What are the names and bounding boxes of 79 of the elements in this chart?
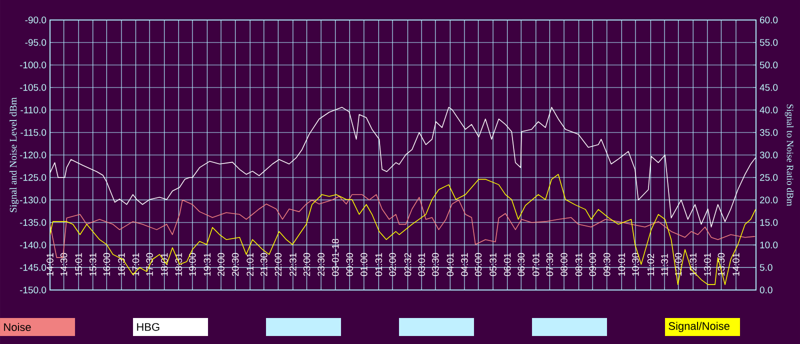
x-tick-label: 22:00 (274, 253, 282, 276)
x-tick-label: 12:31 (690, 253, 696, 276)
y2-tick-label: 50.0 (760, 62, 778, 68)
x-tick-label: 08:31 (575, 253, 582, 276)
x-tick-label: 02:32 (404, 253, 412, 276)
y-tick-label: -140.0 (20, 242, 46, 248)
y2-axis-title: Signal to Noise Ratio dBm (784, 104, 794, 206)
x-tick-label: 14:01 (46, 253, 54, 276)
x-tick-label: 05:31 (490, 253, 496, 276)
y2-tick-label: 45.0 (760, 84, 778, 91)
x-tick-label: 19:31 (204, 253, 211, 276)
x-tick-label: 22:31 (290, 253, 296, 276)
y-tick-label: -145.0 (20, 264, 46, 271)
y2-tick-label: 5.0 (760, 264, 772, 271)
y-tick-label: -130.0 (20, 196, 46, 204)
x-tick-label: 03:30 (432, 253, 439, 276)
x-tick-label: 18:31 (175, 253, 182, 276)
y2-tick-label: 55.0 (760, 39, 778, 46)
x-tick-label: 07:01 (532, 253, 540, 276)
x-tick-label: 10:30 (632, 253, 639, 276)
x-tick-label: 09:30 (604, 253, 610, 276)
x-tick-label: 06:01 (504, 253, 511, 276)
x-tick-label: 05:00 (474, 253, 482, 276)
x-tick-label: 09:00 (589, 253, 596, 276)
y2-tick-label: 30.0 (760, 152, 778, 158)
x-tick-label: 19:00 (189, 253, 196, 276)
x-tick-label: 18:01 (160, 253, 168, 276)
x-tick-label: 01:00 (360, 253, 368, 276)
x-tick-label: 13:01 (704, 253, 711, 276)
x-tick-label: 02:00 (389, 253, 396, 276)
x-tick-label: 15:31 (90, 253, 96, 276)
y-tick-label: -110.0 (20, 106, 46, 114)
x-tick-label: 23:00 (303, 253, 310, 276)
text: Signal/Noise (668, 322, 730, 332)
y2-tick-label: 0.0 (760, 286, 772, 294)
x-tick-label: 01:31 (375, 253, 382, 276)
y-tick-label: -150.0 (20, 286, 46, 294)
y-tick-label: -100.0 (20, 62, 46, 68)
y-axis-title: Signal and Noise Level dBm (10, 97, 19, 212)
y2-tick-label: 35.0 (760, 129, 778, 136)
y-tick-label: -115.0 (20, 129, 46, 136)
y-tick-label: -95.0 (25, 39, 46, 46)
x-tick-label: 16:00 (103, 253, 110, 276)
x-tick-label: 03-01-18 (332, 238, 339, 276)
x-tick-label: 16:31 (118, 253, 125, 276)
x-tick-label: 20:30 (232, 253, 239, 276)
x-tick-label: 23:30 (318, 253, 324, 276)
x-tick-label: 11:31 (661, 254, 668, 276)
y2-tick-label: 20.0 (760, 196, 778, 204)
y2-tick-label: 60.0 (760, 16, 778, 24)
x-tick-label: 06:30 (518, 253, 525, 276)
x-tick-label: 03:01 (418, 253, 425, 276)
y-tick-label: -125.0 (20, 174, 46, 181)
y2-tick-label: 25.0 (760, 174, 778, 181)
x-tick-label: 07:30 (546, 253, 554, 276)
x-tick-label: 00:30 (346, 253, 354, 276)
y2-tick-label: 40.0 (760, 106, 778, 114)
x-tick-label: 14:30 (60, 253, 68, 276)
x-tick-label: 08:00 (560, 253, 568, 276)
x-tick-label: 15:01 (75, 253, 82, 276)
y-tick-label: -105.0 (20, 84, 46, 91)
x-tick-label: 13:30 (718, 253, 725, 276)
y2-tick-label: 15.0 (760, 219, 778, 226)
x-tick-label: 10:01 (618, 253, 626, 276)
x-tick-label: 14:01 (732, 253, 740, 276)
text: HBG (137, 323, 160, 331)
y-tick-label: -120.0 (20, 152, 46, 158)
x-tick-label: 17:01 (132, 253, 140, 276)
x-tick-label: 04:01 (446, 253, 454, 276)
x-tick-label: 21:30 (260, 253, 268, 276)
x-tick-label: 04:31 (461, 253, 468, 276)
y-tick-label: -90.0 (25, 16, 46, 24)
text: Noise (4, 322, 31, 332)
y2-tick-label: 10.0 (760, 242, 778, 248)
y-tick-label: -135.0 (20, 219, 46, 226)
x-tick-label: 21:01 (246, 253, 254, 276)
x-tick-label: 17:30 (146, 253, 153, 276)
x-tick-label: 11:02 (647, 254, 654, 276)
x-tick-label: 20:00 (218, 253, 224, 276)
